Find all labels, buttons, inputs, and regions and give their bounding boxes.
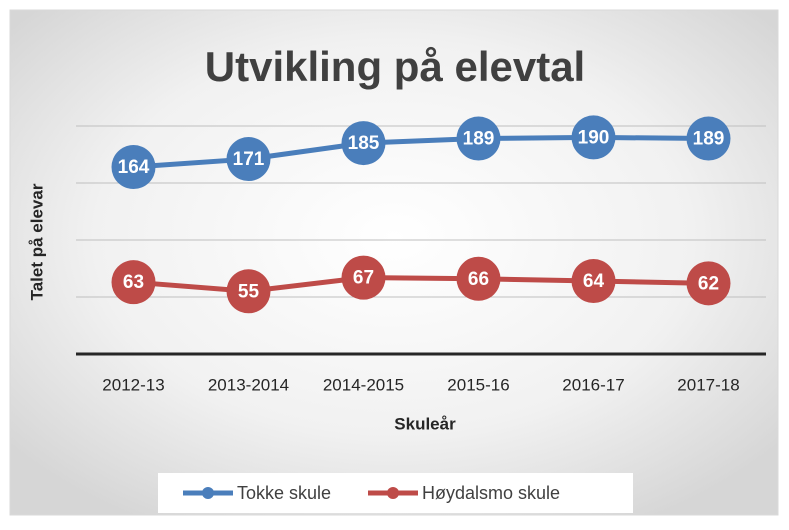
x-tick-label: 2014-2015 (323, 375, 404, 394)
data-label: 189 (693, 129, 725, 150)
x-tick-label: 2015-16 (447, 375, 509, 394)
data-point (456, 116, 501, 161)
legend-label: Høydalsmo skule (422, 483, 560, 503)
x-tick-label: 2013-2014 (208, 375, 289, 394)
data-point (341, 121, 386, 166)
data-label: 63 (123, 272, 144, 293)
x-tick-label: 2017-18 (677, 375, 739, 394)
x-tick-label: 2016-17 (562, 375, 624, 394)
data-label: 66 (468, 269, 489, 290)
legend-label: Tokke skule (237, 483, 331, 503)
data-label: 67 (353, 268, 374, 289)
chart-title: Utvikling på elevtal (205, 43, 585, 90)
data-point (686, 116, 731, 161)
data-point (111, 145, 156, 190)
data-label: 171 (233, 149, 265, 170)
legend-marker (387, 487, 399, 499)
data-label: 185 (348, 133, 380, 154)
data-label: 190 (578, 127, 610, 148)
data-point (686, 261, 731, 306)
data-point (226, 137, 271, 182)
data-label: 164 (118, 157, 150, 178)
data-label: 62 (698, 273, 719, 294)
data-point (571, 115, 616, 160)
data-point (111, 260, 156, 305)
legend-marker (202, 487, 214, 499)
y-axis-label: Talet på elevar (27, 183, 46, 300)
data-label: 64 (583, 271, 605, 292)
data-point (571, 259, 616, 304)
data-point (341, 255, 386, 300)
data-point (226, 269, 271, 314)
x-tick-label: 2012-13 (102, 375, 164, 394)
data-point (456, 256, 501, 301)
data-label: 55 (238, 281, 260, 302)
data-label: 189 (463, 129, 495, 150)
x-axis-label: Skuleår (394, 414, 456, 433)
